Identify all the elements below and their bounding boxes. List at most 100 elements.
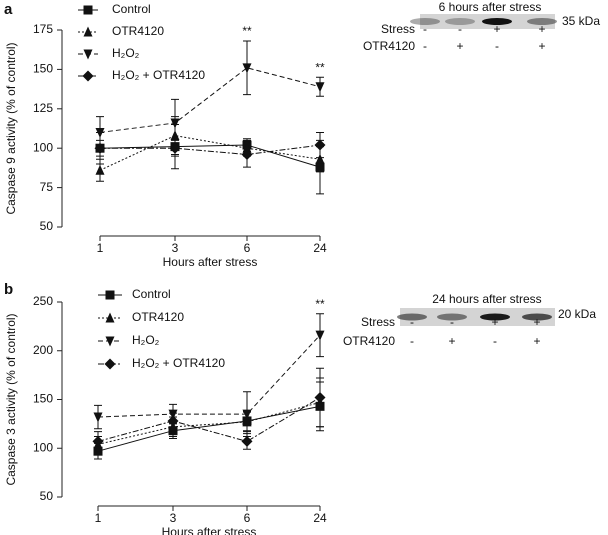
legend-label: H₂O₂ + OTR4120 [112,68,205,82]
x-axis-label: Hours after stress [162,525,257,535]
x-tick-label: 6 [244,511,251,525]
series-line [97,401,321,445]
inset-sign: - [410,315,414,329]
inset-sign: + [533,334,540,348]
inset-row-label: Stress [381,22,415,36]
marker [170,118,180,129]
y-axis-label: Caspase 3 activity (% of control) [4,313,18,485]
marker [93,412,103,423]
blot-band [445,18,475,25]
y-tick-label: 250 [33,294,53,308]
inset-sign: + [538,22,545,36]
series-line [97,334,321,418]
inset-sign: - [495,39,499,53]
legend-label: OTR4120 [132,310,184,324]
marker [169,142,181,154]
marker [314,392,326,404]
series-line [100,144,321,156]
marker [92,435,104,447]
inset-sign: + [493,22,500,36]
legend-label: H₂O₂ [132,333,160,347]
marker [83,49,93,60]
y-tick-label: 100 [33,440,53,454]
marker [105,336,115,347]
inset-title: 6 hours after stress [439,0,542,14]
blot-band [522,313,552,321]
x-tick-label: 6 [244,241,251,255]
series-line [97,397,321,442]
marker [241,149,253,161]
series-line [99,144,321,168]
y-tick-label: 50 [40,219,54,233]
annotation: ** [242,24,252,38]
marker [242,63,252,74]
x-tick-label: 1 [95,511,102,525]
annotation: ** [315,297,325,311]
blot-band [482,18,512,25]
annotation: ** [315,60,325,74]
x-tick-label: 24 [313,241,327,255]
marker [83,5,93,15]
x-tick-label: 3 [172,241,179,255]
inset-sign: - [450,315,454,329]
inset-sign: + [533,315,540,329]
marker [104,358,116,370]
x-tick-label: 1 [97,241,104,255]
x-tick-label: 24 [313,511,327,525]
marker [314,139,326,151]
marker [241,435,253,447]
marker [95,127,105,138]
y-tick-label: 150 [33,62,53,76]
legend-label: H₂O₂ [112,46,140,60]
y-axis-label: Caspase 9 activity (% of control) [4,42,18,214]
x-axis-label: Hours after stress [163,255,258,269]
blot-band [437,313,467,321]
y-tick-label: 200 [33,343,53,357]
blot-band [397,313,427,321]
y-tick-label: 75 [40,180,54,194]
inset-marker: 20 kDa [558,307,596,321]
series-line [97,405,321,452]
marker [315,330,325,341]
series-line [99,67,321,133]
inset-title: 24 hours after stress [432,292,541,306]
marker [105,312,115,323]
inset-sign: - [423,39,427,53]
inset-row-label: OTR4120 [343,334,395,348]
marker [94,142,106,154]
inset-sign: - [458,22,462,36]
inset-sign: - [423,22,427,36]
marker [83,26,93,37]
inset-row-label: OTR4120 [363,39,415,53]
legend-label: Control [132,287,171,301]
inset-sign: + [456,39,463,53]
blot-band [527,18,557,25]
inset-row-label: Stress [361,315,395,329]
blot-strip [400,308,555,326]
inset-marker: 35 kDa [562,14,600,28]
panel-label: b [4,281,13,298]
y-tick-label: 175 [33,22,53,36]
inset-sign: + [448,334,455,348]
y-tick-label: 100 [33,140,53,154]
marker [242,409,252,420]
blot-band [480,313,510,321]
blot-band [410,18,440,25]
x-tick-label: 3 [170,511,177,525]
marker [105,290,115,300]
marker [167,415,179,427]
legend-label: OTR4120 [112,24,164,38]
y-tick-label: 150 [33,392,53,406]
inset-sign: - [410,334,414,348]
inset-sign: + [491,315,498,329]
legend-label: Control [112,2,151,16]
y-tick-label: 50 [40,489,54,503]
marker [315,82,325,93]
inset-sign: - [493,334,497,348]
marker [315,153,325,164]
series-line [99,135,321,171]
marker [95,164,105,175]
marker [82,70,94,82]
y-tick-label: 125 [33,101,53,115]
